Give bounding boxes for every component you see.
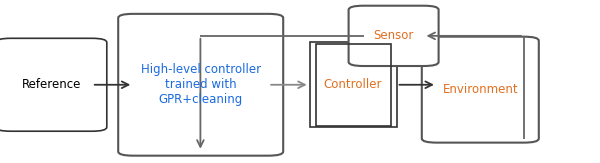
FancyBboxPatch shape <box>0 38 107 131</box>
FancyBboxPatch shape <box>349 6 439 66</box>
Bar <box>310 42 397 127</box>
Bar <box>316 44 391 126</box>
FancyBboxPatch shape <box>118 14 283 156</box>
Text: Environment: Environment <box>442 83 518 96</box>
FancyBboxPatch shape <box>422 37 539 143</box>
Text: High-level controller
trained with
GPR+cleaning: High-level controller trained with GPR+c… <box>140 63 261 106</box>
Text: Sensor: Sensor <box>373 29 414 42</box>
Text: Reference: Reference <box>22 78 81 91</box>
Text: Controller: Controller <box>324 78 382 91</box>
